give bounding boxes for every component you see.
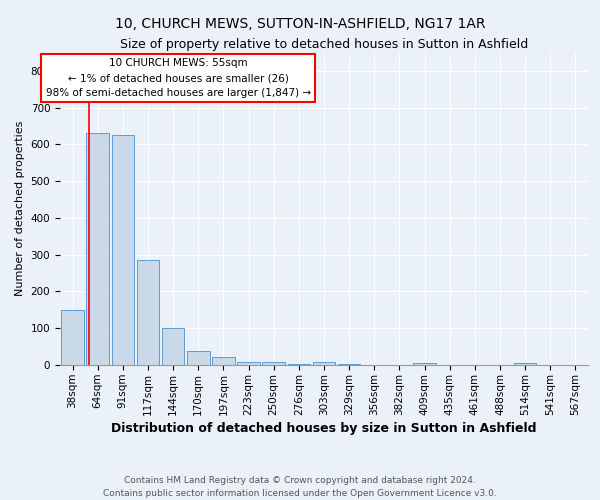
Title: Size of property relative to detached houses in Sutton in Ashfield: Size of property relative to detached ho… [120,38,528,52]
X-axis label: Distribution of detached houses by size in Sutton in Ashfield: Distribution of detached houses by size … [111,422,537,434]
Bar [313,362,335,365]
Bar [112,135,134,365]
Bar [212,357,235,365]
Bar [237,362,260,365]
Bar [514,363,536,365]
Bar [338,364,361,365]
Bar [187,351,209,365]
Bar [162,328,184,365]
Bar [61,310,84,365]
Bar [262,362,285,365]
Text: 10 CHURCH MEWS: 55sqm
← 1% of detached houses are smaller (26)
98% of semi-detac: 10 CHURCH MEWS: 55sqm ← 1% of detached h… [46,58,311,98]
Text: Contains HM Land Registry data © Crown copyright and database right 2024.
Contai: Contains HM Land Registry data © Crown c… [103,476,497,498]
Bar [413,363,436,365]
Text: 10, CHURCH MEWS, SUTTON-IN-ASHFIELD, NG17 1AR: 10, CHURCH MEWS, SUTTON-IN-ASHFIELD, NG1… [115,18,485,32]
Bar [137,260,160,365]
Y-axis label: Number of detached properties: Number of detached properties [15,121,25,296]
Bar [86,134,109,365]
Bar [287,364,310,365]
